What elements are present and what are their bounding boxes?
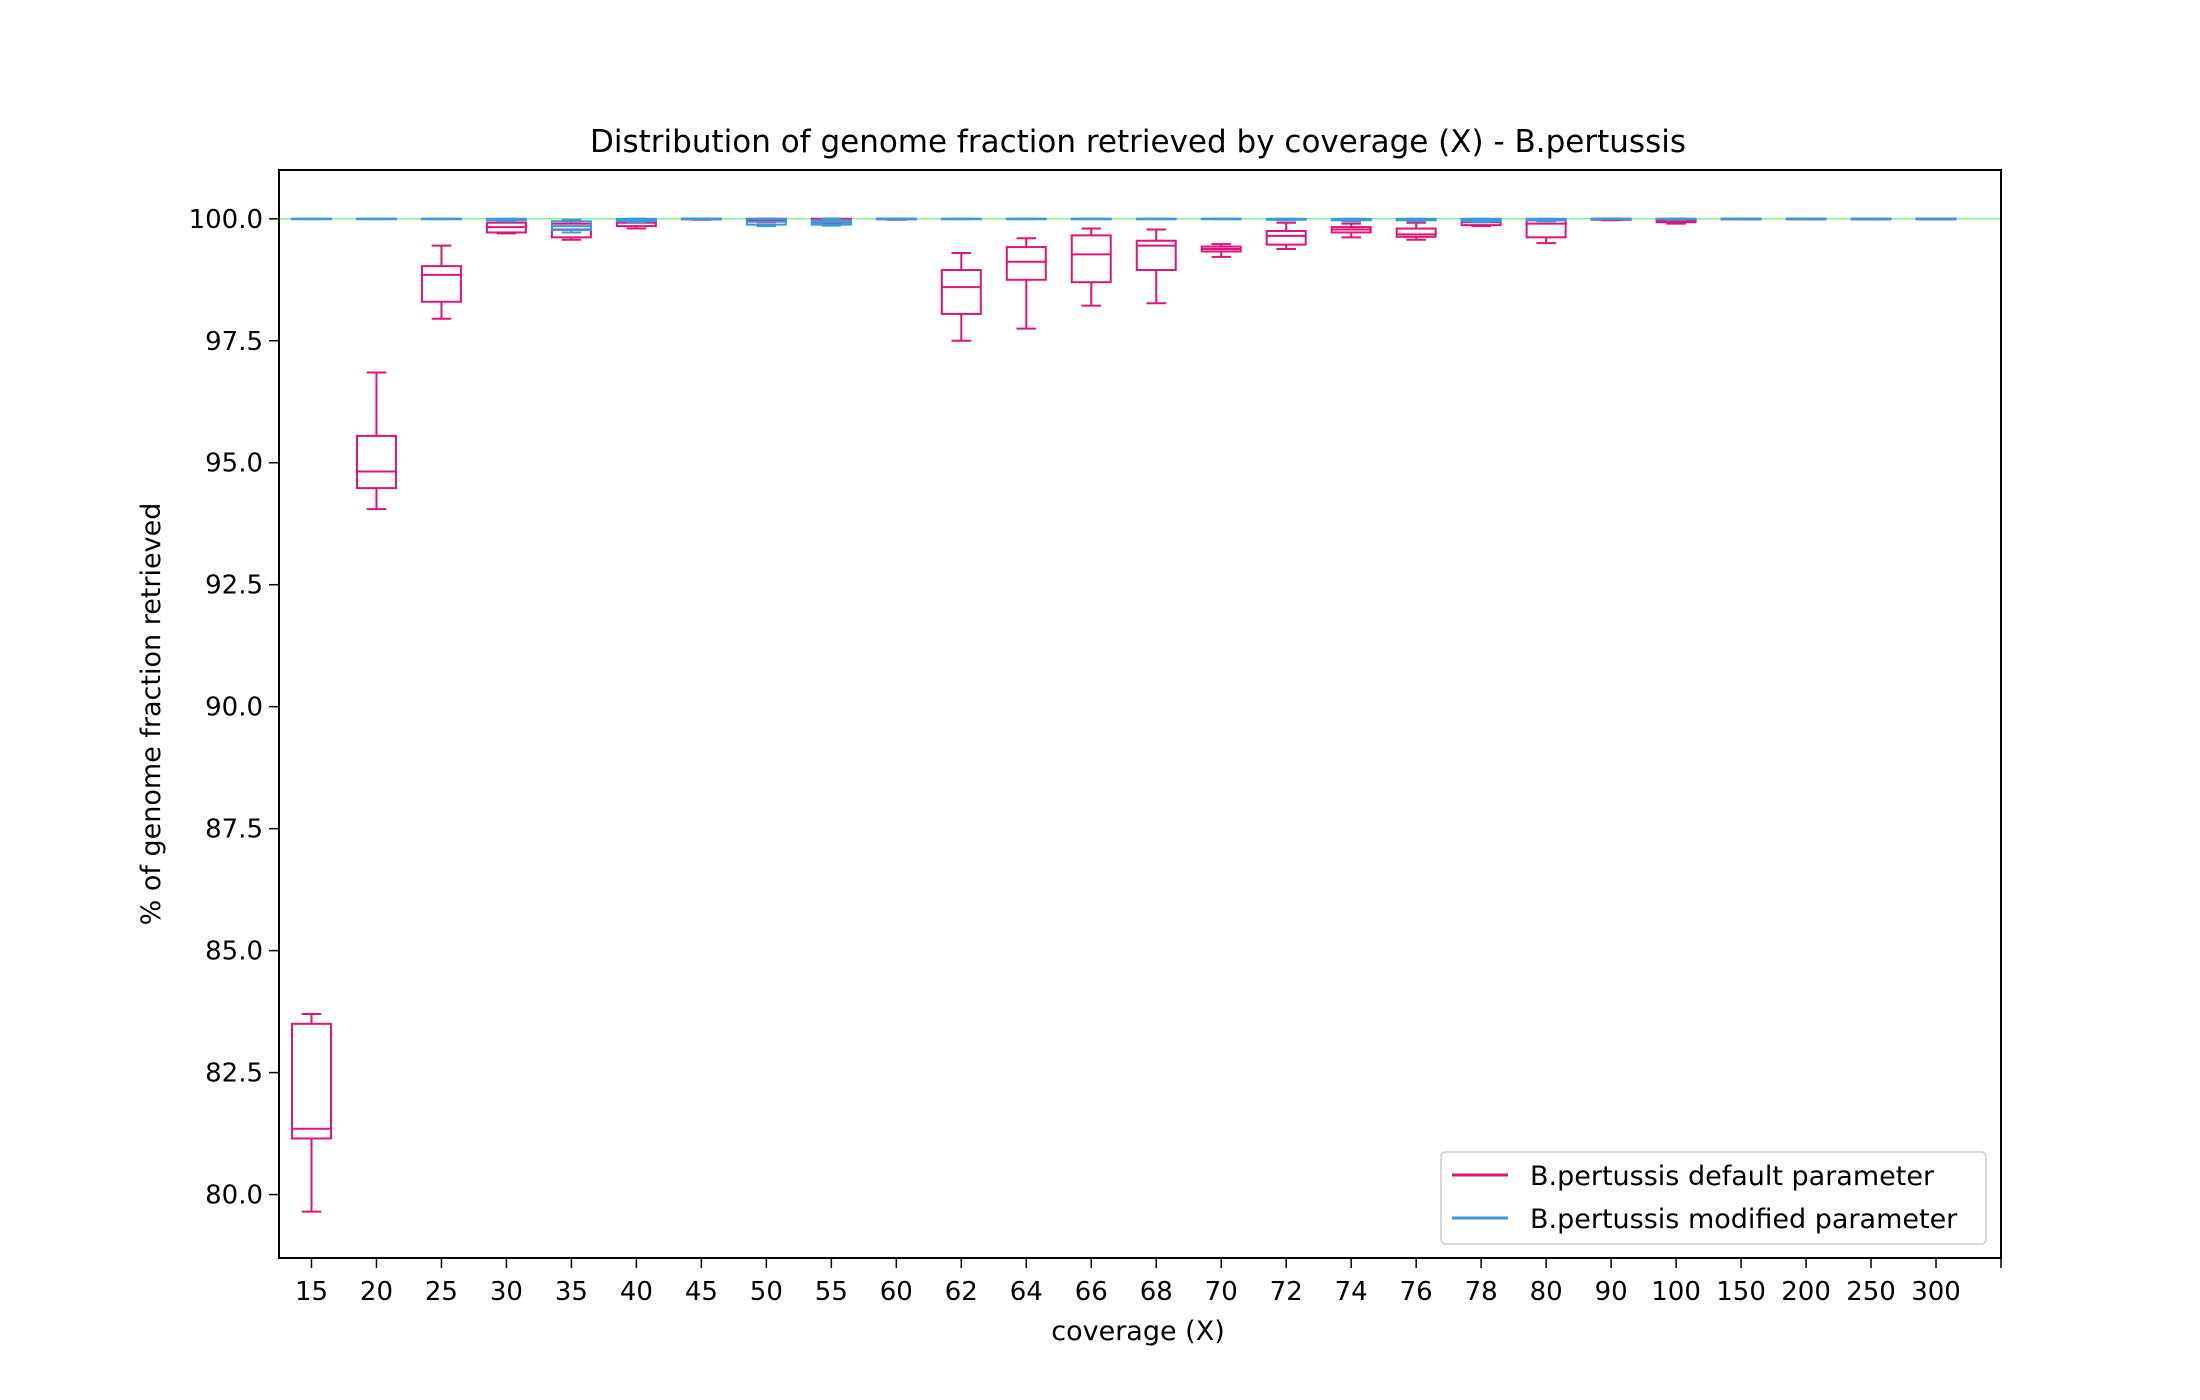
y-tick-label: 92.5 <box>205 571 263 601</box>
legend-label-modified: B.pertussis modified parameter <box>1530 1204 1958 1235</box>
box-iqr <box>1070 234 1112 284</box>
x-tick-label: 78 <box>1465 1277 1498 1307</box>
x-tick-label: 60 <box>880 1277 913 1307</box>
x-tick-label: 55 <box>815 1277 848 1307</box>
box-80 <box>1525 218 1567 245</box>
box-30 <box>485 220 527 235</box>
box-15 <box>290 1013 332 1213</box>
x-tick-label: 50 <box>750 1277 783 1307</box>
box-74 <box>1330 217 1372 223</box>
x-tick-label: 90 <box>1595 1277 1628 1307</box>
legend: B.pertussis default parameter B.pertussi… <box>1440 1151 1987 1245</box>
box-76 <box>1395 221 1437 241</box>
x-tick-label: 300 <box>1911 1277 1961 1307</box>
box-64 <box>1005 217 1047 221</box>
box-66 <box>1070 217 1112 221</box>
x-tick-label: 20 <box>360 1277 393 1307</box>
box-68 <box>1135 217 1177 221</box>
box-iqr <box>1135 239 1177 272</box>
x-tick-label: 74 <box>1335 1277 1368 1307</box>
x-tick-label: 45 <box>685 1277 718 1307</box>
x-tick-label: 62 <box>945 1277 978 1307</box>
x-axis: 15 20 25 30 35 40 45 50 55 60 62 64 66 68 70 72 74 76 78 80… <box>295 1258 2002 1307</box>
y-tick-label: 85.0 <box>205 937 263 967</box>
box-iqr <box>1265 229 1307 246</box>
box-66 <box>1070 227 1112 307</box>
y-tick-label: 87.5 <box>205 815 263 845</box>
box-300 <box>1915 217 1957 221</box>
box-iqr <box>420 265 462 303</box>
box-20 <box>355 217 397 221</box>
x-tick-label: 100 <box>1651 1277 1701 1307</box>
box-74 <box>1330 222 1372 239</box>
chart-title: Distribution of genome fraction retrieve… <box>590 124 1686 160</box>
box-90 <box>1590 217 1632 221</box>
y-tick-label: 100.0 <box>189 205 263 235</box>
box-70 <box>1200 243 1242 258</box>
box-70 <box>1200 217 1242 221</box>
box-20 <box>355 371 397 511</box>
x-tick-label: 70 <box>1205 1277 1238 1307</box>
x-tick-label: 35 <box>555 1277 588 1307</box>
box-iqr <box>1005 246 1047 281</box>
box-76 <box>1395 217 1437 223</box>
x-tick-label: 64 <box>1010 1277 1043 1307</box>
box-100 <box>1655 217 1697 221</box>
box-iqr <box>355 434 397 490</box>
box-35 <box>550 218 592 234</box>
x-tick-label: 40 <box>620 1277 653 1307</box>
x-tick-label: 66 <box>1075 1277 1108 1307</box>
box-55 <box>810 217 852 227</box>
y-axis-label: % of genome fraction retrieved <box>136 503 167 926</box>
box-iqr <box>940 269 982 315</box>
x-axis-label: coverage (X) <box>1051 1316 1225 1347</box>
series-default-boxes <box>290 217 1957 1213</box>
box-25 <box>420 217 462 221</box>
box-60 <box>875 217 917 221</box>
plot-area <box>278 169 2002 1259</box>
box-62 <box>940 251 982 342</box>
box-250 <box>1850 217 1892 221</box>
x-tick-label: 30 <box>490 1277 523 1307</box>
x-tick-label: 76 <box>1400 1277 1433 1307</box>
box-45 <box>680 217 722 221</box>
box-80 <box>1525 217 1567 223</box>
box-72 <box>1265 221 1307 251</box>
box-200 <box>1785 217 1827 221</box>
x-tick-label: 250 <box>1846 1277 1896 1307</box>
y-tick-label: 82.5 <box>205 1059 263 1089</box>
box-68 <box>1135 228 1177 305</box>
box-15 <box>290 217 332 221</box>
y-tick-label: 97.5 <box>205 327 263 357</box>
x-tick-label: 200 <box>1781 1277 1831 1307</box>
box-25 <box>420 244 462 320</box>
box-64 <box>1005 237 1047 330</box>
x-tick-label: 15 <box>295 1277 328 1307</box>
series-modified-boxes <box>290 217 1957 234</box>
x-tick-label: 68 <box>1140 1277 1173 1307</box>
y-tick-label: 95.0 <box>205 449 263 479</box>
box-iqr <box>1395 227 1437 238</box>
y-axis: 80.0 82.5 85.0 87.5 90.0 92.5 95.0 97.5 100.0 <box>189 205 279 1211</box>
x-tick-label: 80 <box>1530 1277 1563 1307</box>
box-30 <box>485 217 527 223</box>
box-78 <box>1460 217 1502 224</box>
legend-frame <box>1440 1151 1987 1245</box>
box-72 <box>1265 217 1307 222</box>
box-150 <box>1720 217 1762 221</box>
plot-frame <box>278 169 2002 1259</box>
box-50 <box>745 217 787 228</box>
x-tick-label: 72 <box>1270 1277 1303 1307</box>
y-tick-label: 80.0 <box>205 1181 263 1211</box>
legend-label-default: B.pertussis default parameter <box>1530 1161 1935 1192</box>
box-iqr <box>290 1022 332 1140</box>
x-tick-label: 150 <box>1716 1277 1766 1307</box>
x-tick-label: 25 <box>425 1277 458 1307</box>
box-62 <box>940 217 982 221</box>
y-tick-label: 90.0 <box>205 693 263 723</box>
box-40 <box>615 217 657 224</box>
